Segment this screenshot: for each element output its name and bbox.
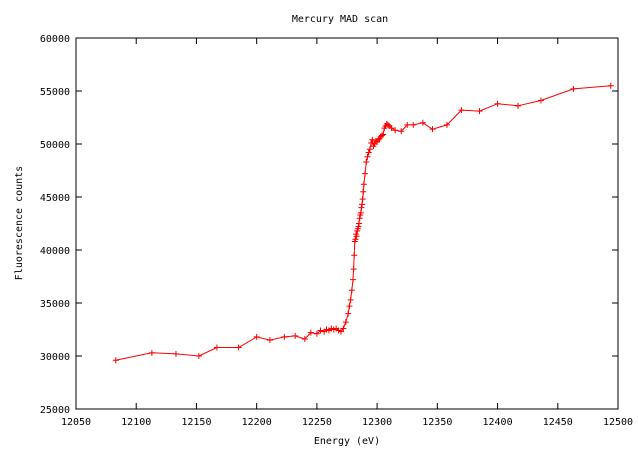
- data-point: [366, 146, 373, 153]
- y-axis-label: Fluorescence counts: [14, 166, 25, 280]
- y-tick-label: 35000: [40, 299, 70, 310]
- data-point: [148, 349, 155, 356]
- data-point: [429, 126, 436, 133]
- data-point: [398, 128, 405, 135]
- data-point: [360, 188, 367, 195]
- x-tick-label: 12150: [181, 417, 211, 428]
- y-tick-label: 45000: [40, 193, 70, 204]
- data-point: [353, 233, 360, 240]
- data-point: [515, 102, 522, 109]
- data-point: [392, 127, 399, 134]
- data-point: [337, 328, 344, 335]
- data-point: [266, 337, 273, 344]
- y-tick-label: 55000: [40, 87, 70, 98]
- data-point: [356, 220, 363, 227]
- y-tick-label: 40000: [40, 246, 70, 257]
- data-point: [369, 136, 376, 143]
- data-point: [360, 181, 367, 188]
- data-point: [419, 119, 426, 126]
- data-point: [348, 287, 355, 294]
- data-point: [607, 82, 614, 89]
- data-point: [375, 136, 382, 143]
- data-point: [358, 204, 365, 211]
- data-point: [355, 223, 362, 230]
- x-tick-label: 12300: [362, 417, 392, 428]
- y-tick-label: 60000: [40, 34, 70, 45]
- x-tick-label: 12200: [242, 417, 272, 428]
- data-point: [253, 333, 260, 340]
- data-point: [346, 303, 353, 310]
- y-tick-label: 25000: [40, 405, 70, 416]
- series-line: [115, 85, 611, 361]
- data-point: [292, 332, 299, 339]
- data-point: [352, 236, 359, 243]
- data-point: [458, 107, 465, 114]
- data-point: [443, 121, 450, 128]
- data-point: [410, 121, 417, 128]
- data-point: [112, 357, 119, 364]
- x-axis: 12050 12100 12150 12200 12250 12300 12350 12400…: [61, 38, 633, 428]
- data-point: [195, 353, 202, 359]
- y-tick-label: 50000: [40, 140, 70, 151]
- series-points: [112, 82, 614, 364]
- x-tick-label: 12050: [61, 417, 91, 428]
- data-point: [362, 170, 369, 177]
- x-tick-label: 12250: [302, 417, 332, 428]
- x-tick-label: 12500: [603, 417, 633, 428]
- data-point: [313, 330, 320, 337]
- data-point: [307, 329, 314, 336]
- data-point: [342, 319, 349, 326]
- data-point: [235, 344, 242, 351]
- data-point: [347, 296, 354, 303]
- data-point: [351, 252, 358, 259]
- data-point: [281, 333, 288, 340]
- data-point: [359, 201, 366, 208]
- data-point: [404, 121, 411, 128]
- y-axis: 25000 30000 35000 40000 45000 50000 55000 60000: [40, 34, 618, 416]
- data-point: [494, 100, 501, 107]
- data-point: [537, 97, 544, 104]
- data-point: [368, 139, 375, 146]
- data-point: [388, 125, 395, 132]
- data-point: [301, 336, 308, 343]
- data-point: [384, 121, 391, 128]
- data-point: [364, 153, 371, 160]
- data-point: [213, 344, 220, 351]
- data-point: [476, 108, 483, 115]
- data-point: [317, 327, 324, 334]
- data-point: [172, 350, 179, 357]
- x-tick-label: 12400: [483, 417, 513, 428]
- data-point: [365, 149, 372, 156]
- data-point: [345, 310, 352, 317]
- x-tick-label: 12350: [422, 417, 452, 428]
- data-point: [570, 85, 577, 92]
- x-tick-label: 12100: [121, 417, 151, 428]
- data-point: [363, 159, 370, 166]
- data-point: [350, 276, 357, 283]
- data-point: [378, 132, 385, 139]
- y-tick-label: 30000: [40, 352, 70, 363]
- data-point: [350, 266, 357, 273]
- data-point: [359, 196, 366, 203]
- plot-frame: [75, 37, 619, 410]
- chart-title: Mercury MAD scan: [292, 14, 388, 25]
- data-point: [340, 325, 347, 332]
- data-point: [356, 215, 363, 222]
- x-tick-label: 12450: [543, 417, 573, 428]
- x-axis-label: Energy (eV): [314, 436, 380, 447]
- data-point: [357, 209, 364, 216]
- data-point: [380, 131, 387, 138]
